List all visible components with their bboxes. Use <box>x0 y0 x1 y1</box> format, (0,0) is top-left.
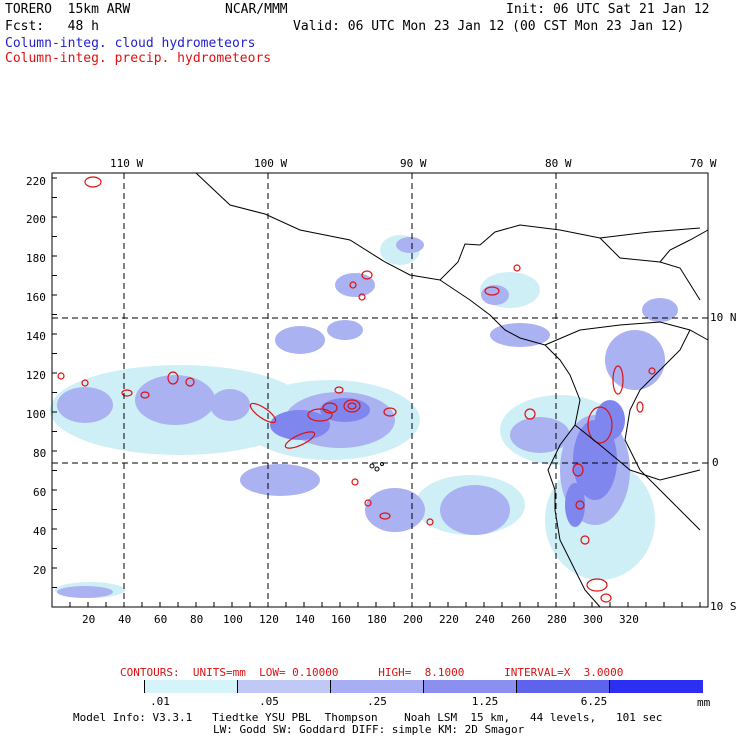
colorbar-segment <box>238 680 331 693</box>
colorbar <box>52 680 703 693</box>
model-info-line1: Model Info: V3.3.1 Tiedtke YSU PBL Thomp… <box>73 711 663 724</box>
colorbar-label: .25 <box>367 695 387 708</box>
x-tick-label: 280 <box>547 613 567 626</box>
model-title: TORERO 15km ARW <box>5 2 131 17</box>
colorbar-label: 1.25 <box>471 695 499 708</box>
lon-label-110w: 110 W <box>110 157 144 170</box>
x-tick-label: 120 <box>259 613 279 626</box>
forecast-hour: Fcst: 48 h <box>5 19 99 34</box>
contour-info: CONTOURS: UNITS=mm LOW= 0.10000 HIGH= 8.… <box>120 666 624 679</box>
y-tick-label: 80 <box>33 447 47 460</box>
field-label-cloud: Column-integ. cloud hydrometeors <box>5 36 256 51</box>
colorbar-segment <box>424 680 517 693</box>
y-tick-label: 40 <box>33 525 47 538</box>
init-time: Init: 06 UTC Sat 21 Jan 12 <box>506 2 710 17</box>
x-tick-label: 260 <box>511 613 531 626</box>
lat-lon-grid <box>52 173 708 607</box>
colorbar-segment <box>145 680 238 693</box>
colorbar-segment <box>517 680 610 693</box>
x-tick-label: 100 <box>223 613 243 626</box>
colorbar-label: .01 <box>150 695 170 708</box>
y-tick-label: 180 <box>26 252 46 265</box>
axis-ticks <box>52 177 701 607</box>
lat-label-10n: 10 N <box>710 311 737 324</box>
lat-label-10s: 10 S <box>710 600 737 613</box>
x-tick-label: 20 <box>82 613 96 626</box>
lat-label-0: 0 <box>712 456 719 469</box>
lon-label-90w: 90 W <box>400 157 427 170</box>
colorbar-segment <box>610 680 703 693</box>
x-tick-label: 180 <box>367 613 387 626</box>
x-tick-label: 200 <box>403 613 423 626</box>
lon-label-70w: 70 W <box>690 157 717 170</box>
x-tick-label: 160 <box>331 613 351 626</box>
colorbar-segment <box>331 680 424 693</box>
center-title: NCAR/MMM <box>225 2 288 17</box>
y-tick-label: 220 <box>26 175 46 188</box>
y-tick-label: 200 <box>26 213 46 226</box>
precip-contours <box>57 176 656 603</box>
x-tick-label: 60 <box>154 613 168 626</box>
y-tick-label: 120 <box>26 369 46 382</box>
colorbar-segment <box>52 680 145 693</box>
x-tick-label: 240 <box>475 613 495 626</box>
y-tick-label: 60 <box>33 486 47 499</box>
galapagos-islands <box>369 462 384 472</box>
coastlines <box>195 172 709 608</box>
field-label-precip: Column-integ. precip. hydrometeors <box>5 51 272 66</box>
x-tick-label: 320 <box>619 613 639 626</box>
map-frame <box>51 172 709 608</box>
y-tick-label: 140 <box>26 330 46 343</box>
colorbar-label: 6.25 <box>580 695 608 708</box>
colorbar-unit: mm <box>697 696 711 709</box>
lon-label-100w: 100 W <box>254 157 288 170</box>
lon-label-80w: 80 W <box>545 157 572 170</box>
cloud-shading <box>50 235 678 598</box>
y-tick-label: 20 <box>33 564 47 577</box>
y-tick-label: 160 <box>26 291 46 304</box>
valid-time: Valid: 06 UTC Mon 23 Jan 12 (00 CST Mon … <box>293 19 685 34</box>
x-tick-label: 300 <box>583 613 603 626</box>
colorbar-label: .05 <box>259 695 279 708</box>
x-tick-label: 40 <box>118 613 132 626</box>
x-tick-label: 140 <box>295 613 315 626</box>
model-info-line2: LW: Godd SW: Goddard DIFF: simple KM: 2D… <box>213 723 525 736</box>
y-tick-label: 100 <box>26 408 46 421</box>
x-tick-label: 80 <box>190 613 204 626</box>
x-tick-label: 220 <box>439 613 459 626</box>
